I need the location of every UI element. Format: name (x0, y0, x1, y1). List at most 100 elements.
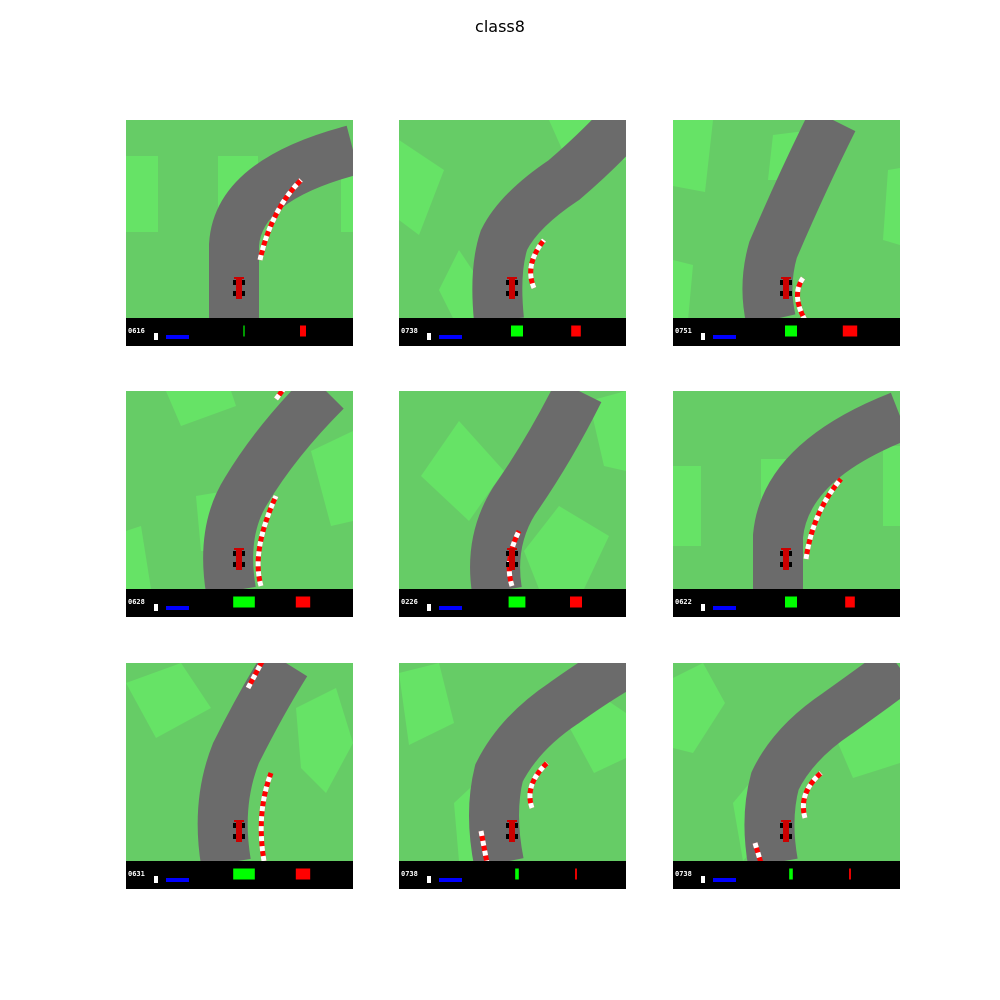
car-wheel (506, 280, 509, 285)
hud-indicator (427, 333, 431, 340)
car-spoiler (507, 820, 517, 822)
car-wheel (233, 551, 236, 556)
abs-bar (243, 326, 244, 337)
car-wheel (242, 562, 245, 567)
car-body (509, 820, 515, 842)
car-wheel (506, 562, 509, 567)
car-body (236, 277, 242, 299)
car-wheel (780, 823, 783, 828)
car-wheel (780, 280, 783, 285)
abs-bar (789, 869, 793, 880)
abs-bar (509, 597, 526, 608)
speed-bar (713, 606, 736, 610)
car-wheel (515, 834, 518, 839)
gyro-bar (575, 869, 577, 880)
car-spoiler (234, 277, 244, 279)
car-wheel (780, 291, 783, 296)
game-frame-2: 0738 (399, 120, 626, 346)
car-spoiler (781, 277, 791, 279)
hud-indicator (701, 604, 705, 611)
car-wheel (789, 562, 792, 567)
gyro-bar (296, 597, 310, 608)
car-body (783, 277, 789, 299)
figure-title: class8 (0, 17, 1000, 36)
car-wheel (515, 280, 518, 285)
car-wheel (789, 823, 792, 828)
car-body (509, 548, 515, 570)
game-frame-8: 0738 (399, 663, 626, 889)
car-spoiler (507, 277, 517, 279)
car-wheel (515, 291, 518, 296)
speed-bar (166, 335, 189, 339)
gyro-bar (300, 326, 306, 337)
car-wheel (242, 280, 245, 285)
car-wheel (515, 823, 518, 828)
car-wheel (789, 551, 792, 556)
speed-bar (439, 878, 462, 882)
grass-tile (673, 466, 701, 546)
hud-indicator (427, 876, 431, 883)
car-spoiler (507, 548, 517, 550)
car-body (236, 548, 242, 570)
car-spoiler (781, 820, 791, 822)
car-spoiler (781, 548, 791, 550)
game-frame-2-canvas: 0738 (399, 120, 626, 346)
gyro-bar (845, 597, 855, 608)
hud (673, 861, 900, 889)
gyro-bar (296, 869, 310, 880)
gyro-bar (843, 326, 857, 337)
car-wheel (780, 834, 783, 839)
car-spoiler (234, 548, 244, 550)
car-wheel (233, 562, 236, 567)
game-frame-1-canvas: 0616 (126, 120, 353, 346)
car-wheel (506, 823, 509, 828)
hud-score: 0622 (675, 598, 692, 606)
game-frame-1: 0616 (126, 120, 353, 346)
gyro-bar (570, 597, 582, 608)
grass-tile (126, 156, 158, 232)
hud-score: 0738 (401, 327, 418, 335)
game-frame-8-canvas: 0738 (399, 663, 626, 889)
car-wheel (242, 551, 245, 556)
car-wheel (780, 562, 783, 567)
car-spoiler (234, 820, 244, 822)
car-wheel (789, 280, 792, 285)
game-frame-4-canvas: 0628 (126, 391, 353, 617)
abs-bar (515, 869, 519, 880)
car-wheel (515, 551, 518, 556)
car-wheel (789, 834, 792, 839)
game-frame-9-canvas: 0738 (673, 663, 900, 889)
hud-score: 0226 (401, 598, 418, 606)
hud-score: 0631 (128, 870, 145, 878)
speed-bar (439, 335, 462, 339)
grass-tile (883, 446, 900, 526)
car-wheel (233, 834, 236, 839)
hud-score: 0628 (128, 598, 145, 606)
speed-bar (166, 878, 189, 882)
abs-bar (511, 326, 523, 337)
hud-indicator (427, 604, 431, 611)
game-frame-3-canvas: 0751 (673, 120, 900, 346)
hud (126, 318, 353, 346)
abs-bar (233, 597, 255, 608)
abs-bar (785, 597, 797, 608)
abs-bar (233, 869, 255, 880)
game-frame-5-canvas: 0226 (399, 391, 626, 617)
speed-bar (166, 606, 189, 610)
game-frame-6: 0622 (673, 391, 900, 617)
game-frame-3: 0751 (673, 120, 900, 346)
game-frame-4: 0628 (126, 391, 353, 617)
hud-score: 0738 (401, 870, 418, 878)
game-frame-9: 0738 (673, 663, 900, 889)
hud-indicator (154, 876, 158, 883)
game-frame-6-canvas: 0622 (673, 391, 900, 617)
car-wheel (506, 834, 509, 839)
car-wheel (242, 834, 245, 839)
car-wheel (789, 291, 792, 296)
car-body (783, 548, 789, 570)
car-wheel (780, 551, 783, 556)
car-wheel (506, 291, 509, 296)
speed-bar (713, 878, 736, 882)
hud-indicator (154, 604, 158, 611)
